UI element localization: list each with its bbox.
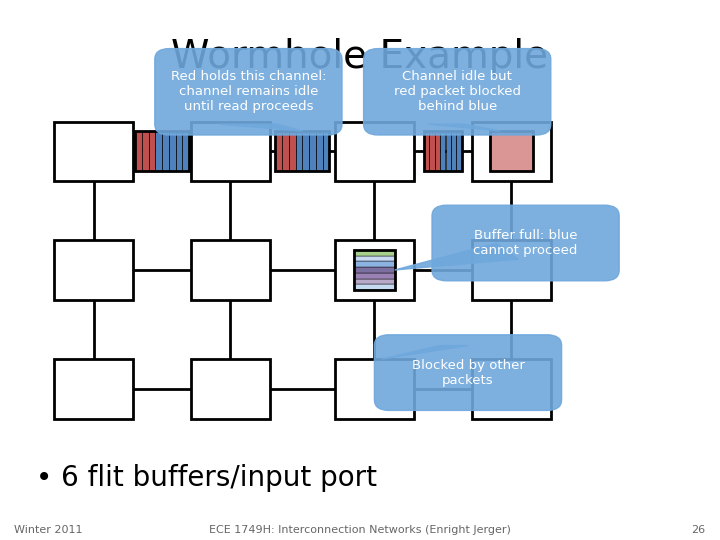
Bar [424, 131, 429, 172]
Bar [182, 131, 189, 172]
FancyBboxPatch shape [335, 122, 414, 181]
Bar [135, 131, 142, 172]
FancyBboxPatch shape [155, 49, 342, 135]
Bar [162, 131, 168, 172]
Bar [490, 131, 533, 172]
Bar [176, 131, 182, 172]
Text: Wormhole Example: Wormhole Example [171, 38, 549, 76]
FancyBboxPatch shape [374, 335, 562, 410]
Bar [168, 131, 176, 172]
Bar [354, 249, 395, 291]
Polygon shape [382, 346, 468, 359]
FancyBboxPatch shape [54, 359, 133, 418]
Bar [323, 131, 330, 172]
Bar [354, 249, 395, 255]
Bar [148, 131, 156, 172]
Bar [456, 131, 462, 172]
FancyBboxPatch shape [191, 122, 270, 181]
FancyBboxPatch shape [191, 240, 270, 300]
Bar [354, 285, 395, 291]
Bar [435, 131, 440, 172]
Text: Winter 2011: Winter 2011 [14, 524, 83, 535]
Text: Buffer full: blue
cannot proceed: Buffer full: blue cannot proceed [474, 229, 577, 257]
Bar [451, 131, 456, 172]
FancyBboxPatch shape [335, 240, 414, 300]
Bar [289, 131, 296, 172]
Bar [354, 273, 395, 279]
Text: ECE 1749H: Interconnection Networks (Enright Jerger): ECE 1749H: Interconnection Networks (Enr… [209, 524, 511, 535]
FancyBboxPatch shape [472, 240, 551, 300]
Bar [446, 131, 451, 172]
Bar [296, 131, 302, 172]
Polygon shape [395, 243, 518, 270]
Text: Red holds this channel:
channel remains idle
until read proceeds: Red holds this channel: channel remains … [171, 70, 326, 113]
FancyBboxPatch shape [472, 359, 551, 418]
FancyBboxPatch shape [364, 49, 551, 135]
Bar [276, 131, 282, 172]
Bar [316, 131, 323, 172]
Bar [354, 267, 395, 273]
Bar [440, 131, 446, 172]
Bar [142, 131, 148, 172]
Polygon shape [428, 124, 500, 131]
Text: • 6 flit buffers/input port: • 6 flit buffers/input port [36, 464, 377, 492]
Bar [302, 131, 309, 172]
Bar [156, 131, 162, 172]
FancyBboxPatch shape [335, 359, 414, 418]
Bar [354, 255, 395, 261]
Polygon shape [220, 124, 302, 131]
FancyBboxPatch shape [472, 122, 551, 181]
Bar [429, 131, 435, 172]
Bar [354, 261, 395, 267]
Text: Channel idle but
red packet blocked
behind blue: Channel idle but red packet blocked behi… [394, 70, 521, 113]
Text: 26: 26 [691, 524, 706, 535]
FancyBboxPatch shape [432, 205, 619, 281]
FancyBboxPatch shape [191, 359, 270, 418]
Bar [309, 131, 316, 172]
Bar [135, 131, 189, 172]
Bar [424, 131, 462, 172]
Bar [354, 279, 395, 285]
Text: Blocked by other
packets: Blocked by other packets [412, 359, 524, 387]
Bar [282, 131, 289, 172]
Bar [276, 131, 330, 172]
FancyBboxPatch shape [54, 240, 133, 300]
FancyBboxPatch shape [54, 122, 133, 181]
